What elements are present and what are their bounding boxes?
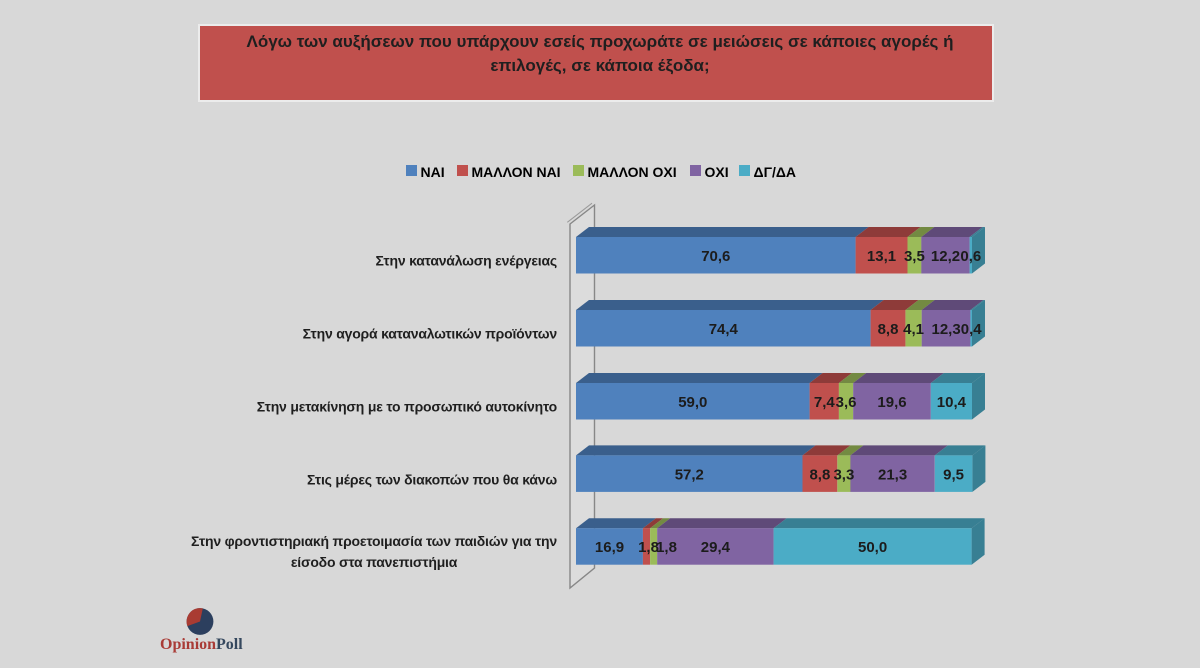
svg-text:57,2: 57,2 (675, 466, 704, 483)
svg-text:59,0: 59,0 (678, 394, 707, 411)
svg-text:1,8: 1,8 (638, 539, 659, 556)
svg-text:50,0: 50,0 (858, 539, 887, 556)
svg-text:10,4: 10,4 (937, 394, 967, 411)
svg-text:0,6: 0,6 (960, 248, 981, 265)
svg-text:7,4: 7,4 (814, 394, 836, 411)
svg-text:13,1: 13,1 (867, 248, 896, 265)
svg-text:4,1: 4,1 (903, 321, 924, 338)
svg-text:8,8: 8,8 (878, 321, 899, 338)
svg-text:12,3: 12,3 (931, 321, 960, 338)
svg-text:21,3: 21,3 (878, 466, 907, 483)
svg-text:9,5: 9,5 (943, 466, 964, 483)
svg-text:29,4: 29,4 (701, 539, 731, 556)
svg-text:16,9: 16,9 (595, 539, 624, 556)
svg-text:74,4: 74,4 (709, 321, 739, 338)
svg-text:1,8: 1,8 (656, 539, 677, 556)
svg-text:0,4: 0,4 (961, 321, 983, 338)
svg-text:70,6: 70,6 (701, 248, 730, 265)
svg-text:19,6: 19,6 (877, 394, 906, 411)
svg-text:3,6: 3,6 (836, 394, 857, 411)
svg-text:12,2: 12,2 (931, 248, 960, 265)
svg-text:3,3: 3,3 (833, 466, 854, 483)
svg-text:3,5: 3,5 (904, 248, 925, 265)
svg-text:8,8: 8,8 (809, 466, 830, 483)
